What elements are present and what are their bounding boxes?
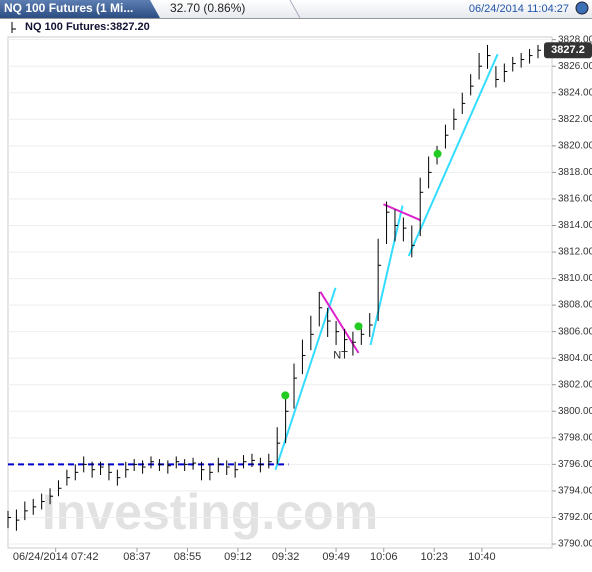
trend-line	[369, 205, 404, 346]
x-tick-label: 09:32	[272, 551, 300, 563]
last-price-label: 3827.2	[551, 44, 585, 56]
x-tick-label: 09:12	[224, 551, 252, 563]
watermark: Investing.com	[42, 484, 378, 540]
y-tick-label: 3824.00	[558, 87, 592, 98]
trend-line	[319, 291, 360, 354]
y-tick-label: 3806.00	[558, 326, 592, 337]
y-tick-label: 3812.00	[558, 247, 592, 258]
plot-frame	[7, 36, 553, 549]
note: NT	[333, 349, 348, 361]
signal-dot	[433, 149, 442, 158]
y-tick-label: 3820.00	[558, 140, 592, 151]
y-tick-label: 3802.00	[558, 379, 592, 390]
x-tick-label: 09:49	[322, 551, 350, 563]
y-tick-label: 3808.00	[558, 300, 592, 311]
legend-text: NQ 100 Futures:3827.20	[25, 21, 150, 33]
y-tick-label: 3828.00	[558, 34, 592, 45]
signal-dot	[281, 391, 290, 400]
trend-line	[383, 203, 421, 222]
y-tick-label: 3798.00	[558, 432, 592, 443]
y-tick-label: 3800.00	[558, 406, 592, 417]
y-tick-label: 3816.00	[558, 194, 592, 205]
last-price-box	[544, 42, 592, 59]
signal-dot	[354, 322, 363, 331]
settings-icon[interactable]	[575, 1, 589, 15]
y-tick-label: 3796.00	[558, 459, 592, 470]
price-change: 32.70 (0.86%)	[170, 1, 245, 15]
y-tick-label: 3804.00	[558, 353, 592, 364]
tab[interactable]	[0, 0, 160, 18]
y-tick-label: 3814.00	[558, 220, 592, 231]
y-tick-label: 3826.00	[558, 61, 592, 72]
trend-line	[407, 53, 499, 257]
tab-title[interactable]: NQ 100 Futures (1 Mi...	[4, 1, 133, 15]
x-tick-label: 10:23	[420, 551, 448, 563]
x-tick-label: 06/24/2014 07:42	[13, 551, 99, 563]
y-tick-label: 3794.00	[558, 486, 592, 497]
y-tick-label: 3822.00	[558, 114, 592, 125]
datetime: 06/24/2014 11:04:27	[469, 3, 569, 15]
x-tick-label: 08:55	[174, 551, 202, 563]
x-tick-label: 10:06	[370, 551, 398, 563]
trend-line	[274, 287, 337, 471]
y-tick-label: 3792.00	[558, 512, 592, 523]
divider	[289, 0, 301, 19]
y-tick-label: 3810.00	[558, 273, 592, 284]
x-tick-label: 10:40	[468, 551, 496, 563]
x-tick-label: 08:37	[123, 551, 151, 563]
y-tick-label: 3818.00	[558, 167, 592, 178]
y-tick-label: 3790.00	[558, 539, 592, 550]
